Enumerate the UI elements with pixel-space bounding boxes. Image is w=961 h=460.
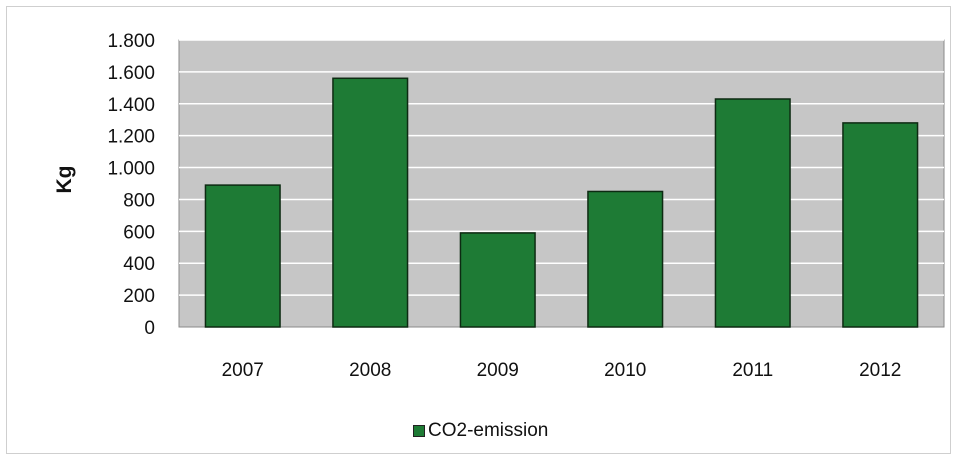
y-tick-label: 1.800 xyxy=(107,31,155,52)
y-tick-label: 1.600 xyxy=(107,63,155,84)
x-axis-ticks: 2007 2008 2009 2010 2011 2012 xyxy=(222,360,902,381)
y-tick-label: 200 xyxy=(123,286,155,307)
plot-area xyxy=(178,39,945,328)
bar-2007 xyxy=(204,184,281,328)
y-tick-label: 1.400 xyxy=(107,95,155,116)
y-tick-label: 1.200 xyxy=(107,127,155,148)
x-tick-label: 2007 xyxy=(222,360,264,381)
x-tick-label: 2008 xyxy=(349,360,391,381)
x-tick-label: 2010 xyxy=(604,360,646,381)
y-tick-label: 400 xyxy=(123,254,155,275)
bar-2009 xyxy=(459,232,536,328)
bar-2010 xyxy=(587,190,664,328)
bar-2012 xyxy=(842,122,919,328)
y-axis-ticks: 0 200 400 600 800 1.000 1.200 1.400 1.600 1.800 xyxy=(107,31,155,339)
x-tick-label: 2011 xyxy=(732,360,773,381)
y-tick-label: 600 xyxy=(123,222,155,243)
legend: CO2-emission xyxy=(413,420,548,442)
bar-2008 xyxy=(332,77,409,328)
gridlines xyxy=(179,39,944,296)
y-axis-label: Kg xyxy=(53,166,76,194)
x-tick-label: 2012 xyxy=(859,360,901,381)
x-tick-label: 2009 xyxy=(477,360,519,381)
legend-swatch xyxy=(413,425,425,437)
y-tick-label: 1.000 xyxy=(107,159,155,180)
y-tick-label: 0 xyxy=(144,318,155,339)
bar-2011 xyxy=(714,98,791,328)
bars xyxy=(204,77,919,328)
y-tick-label: 800 xyxy=(123,190,155,211)
legend-label: CO2-emission xyxy=(428,420,549,441)
